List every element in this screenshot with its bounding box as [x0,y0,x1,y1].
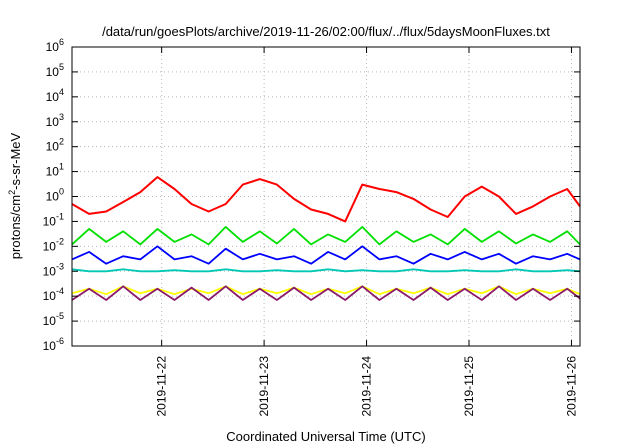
y-tick-label: 10-1 [43,211,64,228]
y-axis-label: protons/cm2-s-sr-MeV [7,132,23,259]
y-tick-label: 10-4 [43,286,64,303]
y-tick-label: 101 [46,162,64,179]
x-axis-label: Coordinated Universal Time (UTC) [226,429,425,444]
y-tick-label: 10-2 [43,236,64,253]
chart-title: /data/run/goesPlots/archive/2019-11-26/0… [102,24,550,39]
y-tick-label: 100 [46,187,64,204]
x-tick-label: 2019-11-22 [155,356,169,417]
red-flux-line [71,176,581,223]
y-tick-label: 10-3 [43,261,64,278]
green-flux-line [71,225,581,246]
teal-flux-line [71,268,581,273]
y-tick-label: 102 [46,137,64,154]
purple-flux-line [71,285,581,301]
y-axis-label-exp: 2 [7,190,17,195]
x-tick-label: 2019-11-25 [462,356,476,417]
grid [72,47,580,346]
y-tick-label: 104 [46,87,64,104]
y-tick-label: 10-6 [43,336,64,353]
y-tick-label: 106 [46,37,64,54]
x-tick-label: 2019-11-23 [257,356,271,417]
y-tick-label: 105 [46,62,64,79]
y-tick-label: 103 [46,112,64,129]
x-tick-label: 2019-11-26 [564,356,578,417]
y-axis-label-base: protons/cm [8,195,23,259]
x-axis: 2019-11-22 2019-11-23 2019-11-24 2019-11-25… [155,47,578,417]
y-tick-label: 10-5 [43,311,64,328]
x-tick-label: 2019-11-24 [360,356,374,417]
y-axis-label-rest: -s-sr-MeV [8,132,23,189]
series-layer [71,176,581,301]
blue-flux-line [71,245,581,265]
y-axis: 10-6 10-5 10-4 10-3 10-2 10-1 100 101 102 103 104 1… [43,37,580,353]
